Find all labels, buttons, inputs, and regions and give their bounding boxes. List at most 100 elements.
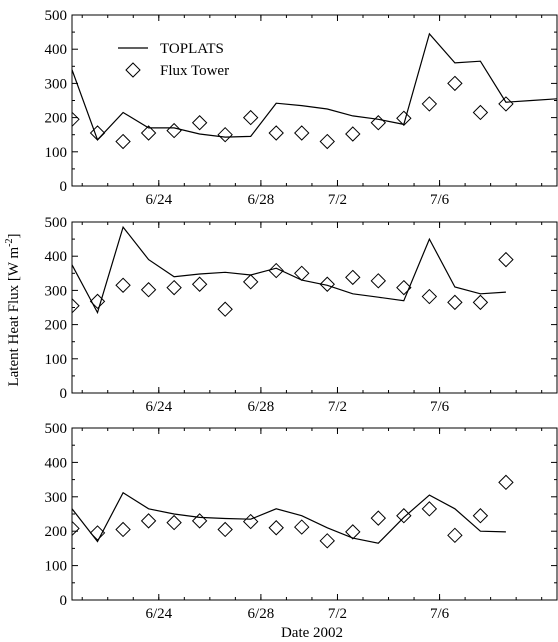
series-point-flux-tower [447, 75, 463, 92]
y-tick-label: 300 [45, 76, 68, 92]
y-tick-label: 500 [45, 421, 68, 437]
series-line-toplats [72, 491, 506, 544]
series-point-flux-tower [498, 474, 514, 491]
x-tick-label: 7/2 [328, 192, 347, 208]
y-tick-label: 100 [45, 559, 68, 575]
series-point-flux-tower [472, 294, 489, 311]
series-point-flux-tower [89, 525, 106, 541]
series-point-flux-tower [319, 533, 335, 549]
series-line-toplats [72, 32, 557, 141]
series-point-flux-tower [345, 269, 361, 286]
series-point-flux-tower [242, 513, 259, 530]
x-tick-label: 7/2 [328, 399, 347, 415]
y-tick-label: 200 [45, 111, 68, 127]
legend: TOPLATS Flux Tower [118, 41, 229, 79]
series-point-flux-tower [140, 513, 157, 529]
panel-top: 0 100 200 300 400 500 6/24 6/28 7/2 7/6 TOPLATS Flu… [45, 8, 558, 208]
legend-diamond-swatch [125, 62, 141, 78]
series-point-flux-tower [89, 125, 106, 141]
series-point-flux-tower [166, 279, 182, 296]
series-point-flux-tower [217, 126, 233, 143]
series-point-flux-tower [294, 265, 310, 282]
series-point-flux-tower [140, 282, 157, 298]
y-tick-label: 500 [45, 215, 68, 231]
legend-label-toplats: TOPLATS [160, 41, 224, 57]
series-point-flux-tower [396, 110, 412, 126]
series-point-flux-tower [191, 115, 208, 131]
series-point-flux-tower [268, 125, 284, 141]
series-group [72, 225, 514, 317]
y-axis-title-main: Latent Heat Flux [W m [6, 246, 22, 386]
plot-frame [71, 221, 558, 394]
y-tick-label: 0 [60, 179, 68, 195]
series-point-flux-tower [217, 301, 233, 317]
y-tick-label: 200 [45, 524, 68, 540]
series-point-flux-tower [370, 510, 387, 526]
y-tick-label: 300 [45, 490, 68, 506]
series-point-flux-tower [242, 274, 259, 290]
series-point-flux-tower [72, 520, 80, 537]
series-point-flux-tower [370, 273, 387, 289]
y-tick-label: 400 [45, 42, 68, 58]
x-tick-label: 7/2 [328, 606, 347, 622]
series-point-flux-tower [472, 104, 489, 121]
panel-middle: 0 100 200 300 400 500 6/24 6/28 7/2 7/6 [45, 215, 558, 415]
series-point-flux-tower [115, 521, 131, 538]
x-tick-label: 7/6 [430, 192, 450, 208]
series-point-flux-tower [294, 519, 310, 535]
series-point-flux-tower [217, 521, 233, 538]
y-tick-label: 400 [45, 249, 68, 265]
y-tick-label: 500 [45, 8, 68, 24]
series-point-flux-tower [191, 276, 208, 292]
series-point-flux-tower [191, 513, 208, 529]
x-tick-label: 7/6 [430, 399, 450, 415]
x-tick-label: 6/28 [248, 192, 275, 208]
x-tick-label: 7/6 [430, 606, 450, 622]
y-tick-label: 0 [60, 386, 68, 402]
y-tick-label: 300 [45, 283, 68, 299]
series-point-flux-tower [396, 279, 412, 296]
series-point-flux-tower [396, 508, 412, 524]
series-point-flux-tower [370, 115, 387, 131]
series-point-flux-tower [72, 298, 80, 314]
series-point-flux-tower [294, 125, 310, 141]
series-point-flux-tower [447, 294, 463, 311]
series-point-flux-tower [166, 514, 182, 531]
series-point-flux-tower [421, 288, 438, 305]
legend-label-flux-tower: Flux Tower [160, 63, 229, 79]
x-axis-title: Date 2002 [281, 625, 343, 641]
x-tick-label: 6/28 [248, 606, 275, 622]
y-tick-label: 100 [45, 352, 68, 368]
y-tick-label: 400 [45, 455, 68, 471]
y-tick-label: 0 [60, 593, 68, 609]
series-point-flux-tower [268, 520, 284, 536]
series-point-flux-tower [72, 111, 80, 128]
chart-panels: 0 100 200 300 400 500 6/24 6/28 7/2 7/6 TOPLATS Flu… [45, 8, 558, 622]
series-point-flux-tower [140, 125, 157, 141]
y-axis-title-superscript: -2 [4, 238, 15, 246]
y-tick-label: 100 [45, 145, 68, 161]
x-tick-label: 6/28 [248, 399, 275, 415]
y-axis-title: Latent Heat Flux [W m-2] [4, 233, 22, 386]
series-line-toplats [72, 225, 506, 315]
series-point-flux-tower [345, 126, 361, 142]
series-point-flux-tower [447, 527, 463, 544]
series-point-flux-tower [242, 109, 259, 126]
series-point-flux-tower [421, 501, 438, 517]
series-point-flux-tower [319, 276, 335, 292]
x-tick-label: 6/24 [145, 192, 172, 208]
panel-bottom: 0 100 200 300 400 500 6/24 6/28 7/2 7/6 [45, 421, 558, 622]
series-point-flux-tower [319, 133, 335, 150]
x-tick-label: 6/24 [145, 606, 172, 622]
series-point-flux-tower [268, 262, 284, 279]
series-point-flux-tower [498, 96, 514, 112]
series-group [72, 32, 557, 150]
series-point-flux-tower [89, 293, 106, 310]
series-point-flux-tower [115, 133, 131, 150]
series-group [72, 474, 514, 549]
series-point-flux-tower [166, 122, 182, 139]
y-axis-title-close: ] [6, 233, 22, 238]
plot-frame [71, 427, 558, 601]
series-point-flux-tower [498, 251, 514, 268]
